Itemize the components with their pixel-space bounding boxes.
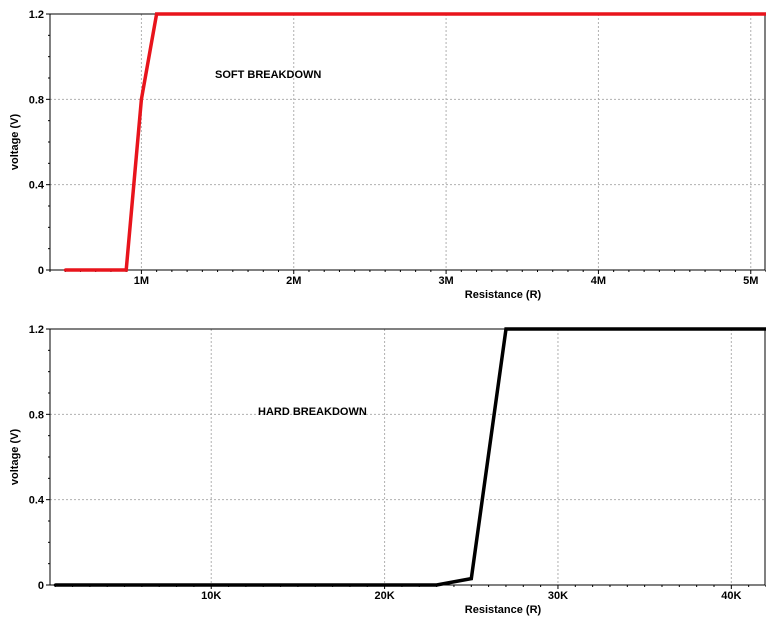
soft-breakdown-chart: 1M 2M 3M 4M 5M 0 0.4 0.8 1.2 Resistance (R) voltag… xyxy=(9,9,766,301)
data-point xyxy=(155,12,159,16)
y-tick-label: 0.8 xyxy=(29,409,44,421)
data-point xyxy=(556,327,560,331)
y-axis-label: voltage (V) xyxy=(9,114,21,171)
y-tick-label: 0.4 xyxy=(29,495,45,507)
y-tick-label: 0 xyxy=(38,580,44,592)
data-point xyxy=(139,97,143,101)
y-axis-label: voltage (V) xyxy=(9,429,21,486)
data-point xyxy=(124,268,128,272)
y-tick-label: 0 xyxy=(38,265,44,277)
y-tick-label: 1.2 xyxy=(29,9,44,21)
data-point xyxy=(504,327,508,331)
plot-frame xyxy=(49,13,766,271)
hard-breakdown-chart: 10K 20K 30K 40K 0 0.4 0.8 1.2 Resistance (R) volt… xyxy=(9,324,766,616)
x-tick-label: 30K xyxy=(548,590,568,602)
x-tick-label: 4M xyxy=(591,275,606,287)
x-tick-label: 20K xyxy=(375,590,395,602)
x-tick-label: 10K xyxy=(201,590,221,602)
y-tick-label: 1.2 xyxy=(29,324,44,336)
data-point xyxy=(469,577,473,581)
x-tick-label: 5M xyxy=(743,275,758,287)
x-tick-label: 3M xyxy=(438,275,453,287)
x-axis-label: Resistance (R) xyxy=(465,604,542,616)
series-line xyxy=(55,327,766,587)
y-tick-label: 0.4 xyxy=(29,180,45,192)
annotation-label: HARD BREAKDOWN xyxy=(258,406,367,418)
data-point xyxy=(53,583,57,587)
annotation-label: SOFT BREAKDOWN xyxy=(215,69,321,81)
data-point xyxy=(63,268,67,272)
x-tick-label: 2M xyxy=(286,275,301,287)
x-axis-label: Resistance (R) xyxy=(465,289,542,301)
x-tick-label: 40K xyxy=(721,590,741,602)
y-tick-label: 0.8 xyxy=(29,94,44,106)
data-point xyxy=(435,583,439,587)
plot-frame xyxy=(49,328,766,586)
series-line xyxy=(65,12,766,272)
x-tick-label: 1M xyxy=(134,275,149,287)
